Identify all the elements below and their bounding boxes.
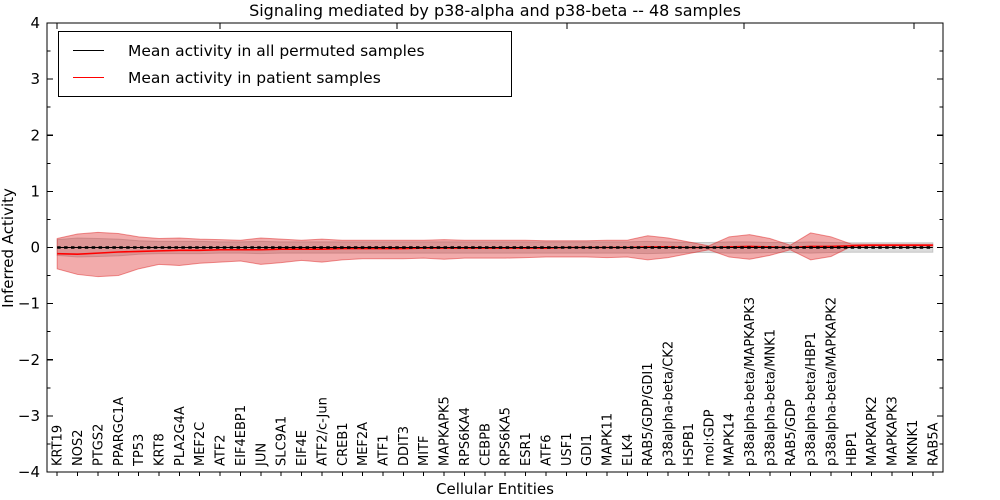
x-tick-label: ELK4 [621, 434, 636, 466]
x-tick-label: MEF2A [356, 422, 371, 466]
patient-line-swatch [73, 77, 104, 78]
x-tick-label: PLA2G4A [173, 406, 188, 466]
y-tick-label: 1 [30, 182, 40, 200]
legend-item-permuted: Mean activity in all permuted samples [73, 42, 511, 60]
y-tick-label: −4 [18, 463, 40, 481]
x-tick-label: p38alpha-beta/MNK1 [763, 329, 778, 466]
x-tick-label: RAB5A [926, 422, 941, 466]
legend-label-patient: Mean activity in patient samples [128, 68, 381, 87]
x-tick-label: p38alpha-beta/HBP1 [804, 332, 819, 466]
x-tick-label: JUN [254, 443, 269, 467]
x-tick-label: GDI1 [580, 434, 595, 466]
x-tick-label: KRT19 [51, 425, 66, 466]
x-tick-label: HBP1 [845, 431, 860, 466]
x-axis-label: Cellular Entities [436, 480, 554, 498]
x-tick-label: mol:GDP [702, 409, 717, 466]
x-tick-label: CEBPB [478, 423, 493, 466]
x-tick-label: ATF6 [539, 434, 554, 466]
x-tick-label: MEF2C [193, 422, 208, 466]
y-tick-label: 3 [30, 70, 40, 88]
x-tick-label: NOS2 [71, 430, 86, 466]
x-tick-label: CREB1 [336, 422, 351, 466]
x-tick-label: MKNK1 [906, 420, 921, 466]
x-tick-label: MITF [417, 436, 432, 466]
x-tick-label: MAPK14 [723, 413, 738, 466]
y-tick-label: −1 [18, 295, 40, 313]
x-tick-label: DDIT3 [397, 426, 412, 466]
y-tick-label: 0 [30, 239, 40, 257]
permuted-line-swatch [73, 50, 104, 51]
x-tick-label: ATF2/c-Jun [315, 397, 330, 466]
x-tick-label: RAB5/GDP/GDI1 [641, 363, 656, 466]
chart-title: Signaling mediated by p38-alpha and p38-… [249, 1, 741, 20]
x-tick-label: MAPKAPK3 [886, 396, 901, 466]
x-tick-label: EIF4E [295, 430, 310, 466]
y-tick-label: 4 [30, 14, 40, 32]
x-tick-label: p38alpha-beta/MAPKAPK3 [743, 297, 758, 466]
x-tick-label: p38alpha-beta/MAPKAPK2 [825, 297, 840, 466]
x-tick-label: PPARGC1A [112, 397, 127, 466]
x-tick-label: KRT8 [153, 433, 168, 466]
x-tick-label: MAPK11 [601, 413, 616, 466]
legend: Mean activity in all permuted samples Me… [58, 31, 512, 97]
legend-label-permuted: Mean activity in all permuted samples [128, 41, 425, 60]
y-tick-label: 2 [30, 126, 40, 144]
x-tick-label: PTGS2 [91, 424, 106, 466]
patient-spread-band [56, 231, 934, 278]
x-tick-label: ATF2 [214, 434, 229, 466]
x-tick-label: MAPKAPK2 [865, 396, 880, 466]
x-tick-label: SLC9A1 [275, 416, 290, 466]
x-tick-label: p38alpha-beta/CK2 [662, 341, 677, 466]
x-tick-label: EIF4EBP1 [234, 405, 249, 466]
x-tick-label: HSPB1 [682, 423, 697, 466]
x-tick-label: MAPKAPK5 [438, 396, 453, 466]
legend-item-patient: Mean activity in patient samples [73, 69, 511, 87]
y-tick-label: −2 [18, 351, 40, 369]
x-tick-label: ESR1 [519, 432, 534, 466]
x-tick-label: RPS6KA4 [458, 407, 473, 466]
x-tick-label: USF1 [560, 432, 575, 466]
x-tick-label: RAB5/GDP [784, 399, 799, 466]
y-tick-label: −3 [18, 407, 40, 425]
x-tick-label: TP53 [132, 434, 147, 467]
y-axis-label: Inferred Activity [0, 188, 17, 308]
x-tick-label: RPS6KA5 [499, 407, 514, 466]
x-tick-label: ATF1 [377, 434, 392, 466]
